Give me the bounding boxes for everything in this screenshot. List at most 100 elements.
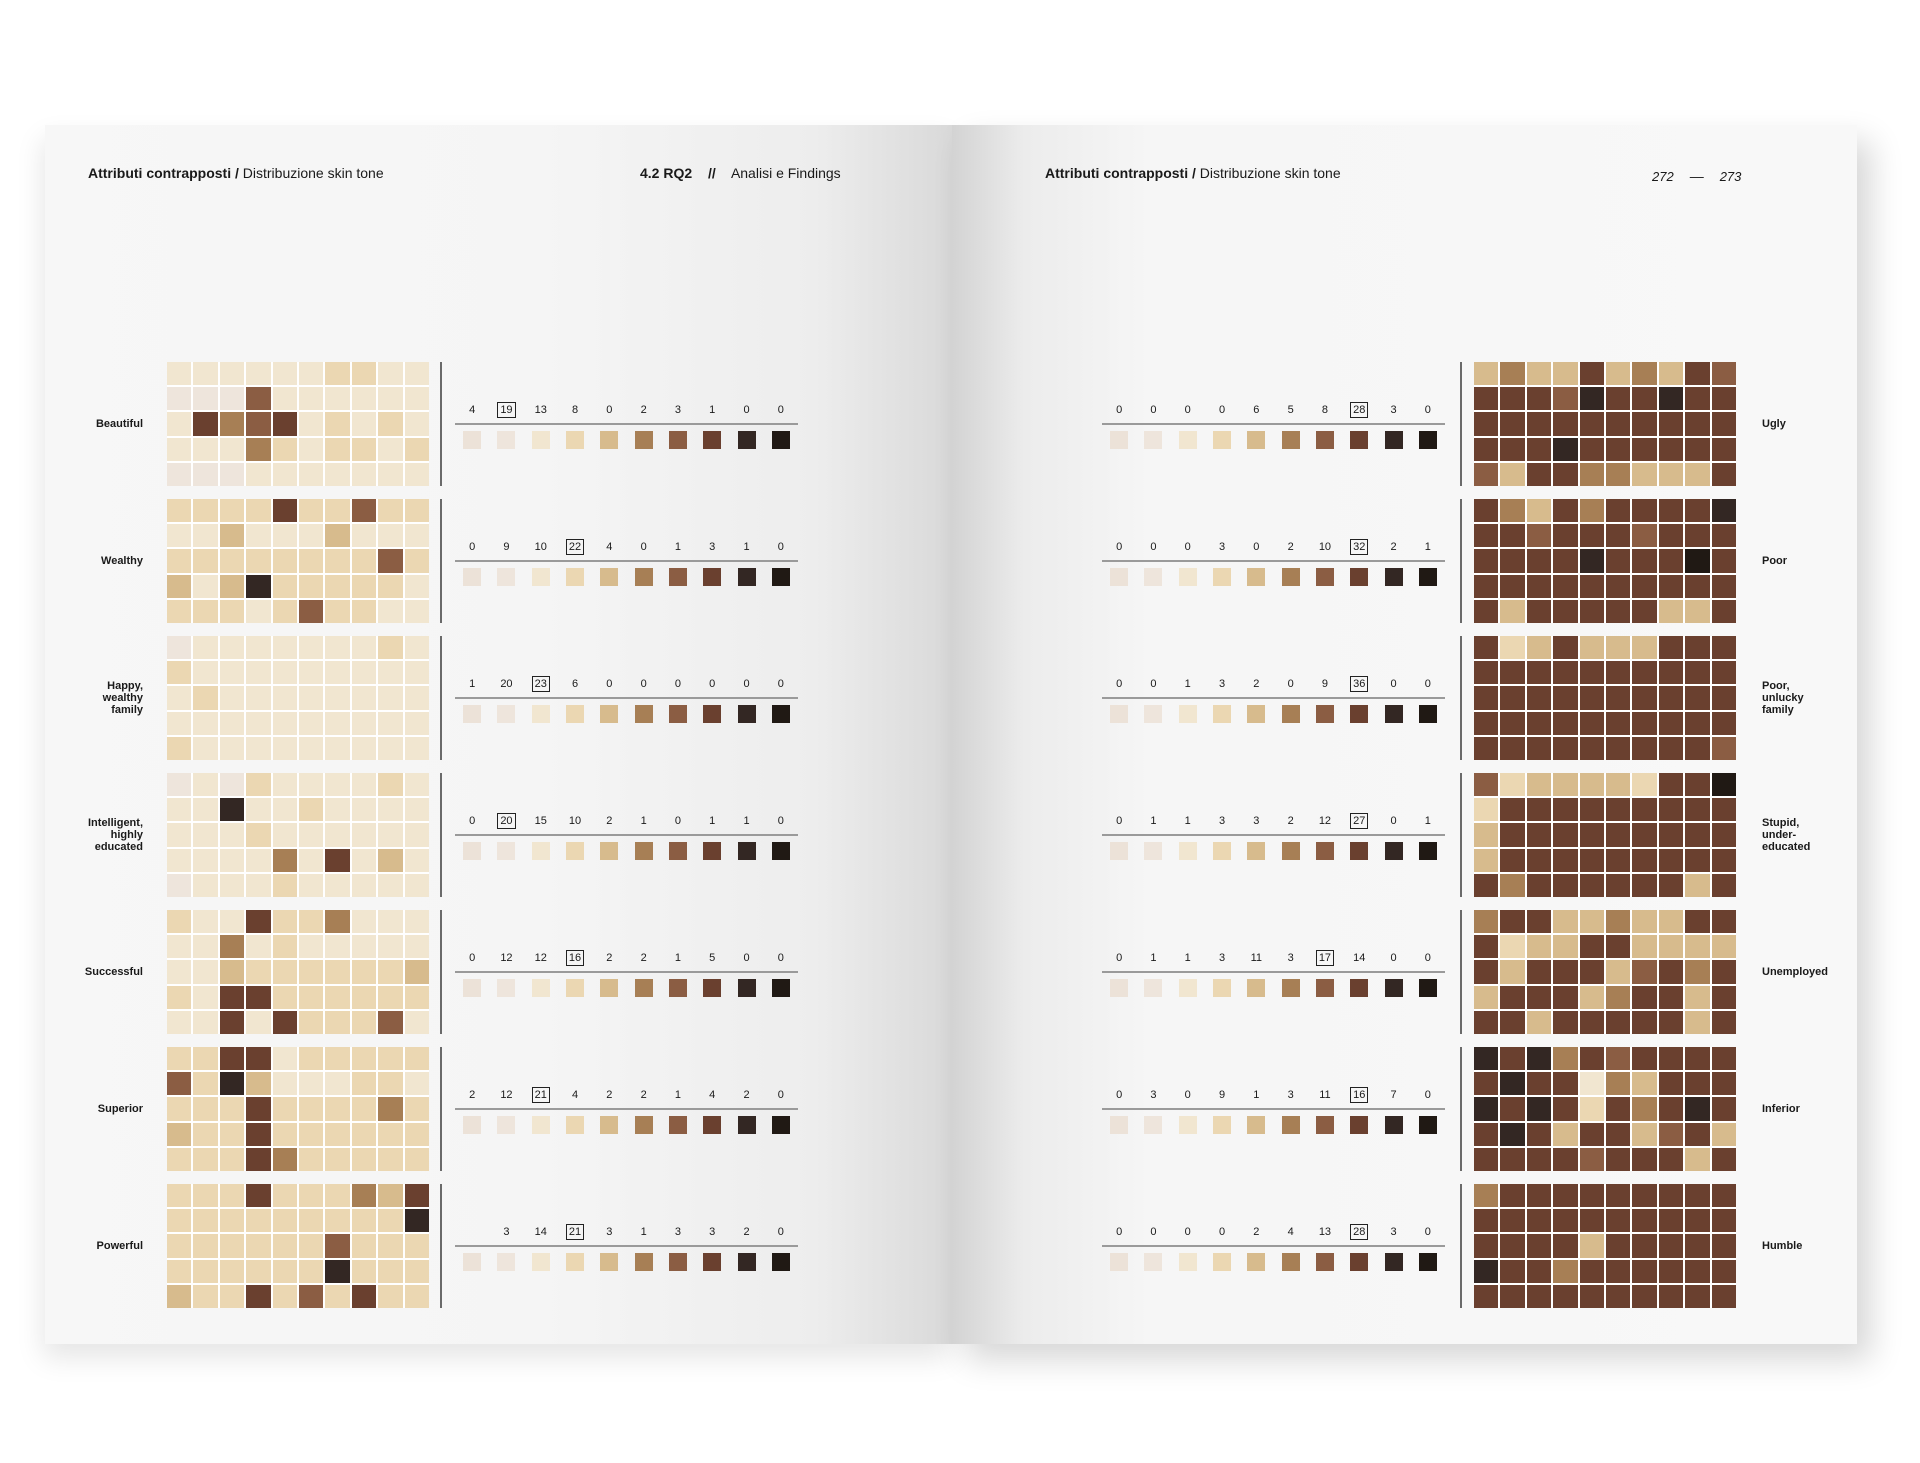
tone-swatch	[1384, 568, 1403, 586]
mosaic-cell	[1685, 711, 1710, 735]
tone-swatch	[1213, 431, 1232, 449]
mosaic-cell	[1474, 636, 1499, 660]
mosaic-cell	[1500, 462, 1525, 486]
mosaic-cell	[1553, 960, 1578, 984]
mosaic-cell	[378, 910, 403, 934]
mosaic-cell	[351, 873, 377, 897]
distribution-axis	[455, 1245, 798, 1247]
mosaic-cell	[404, 773, 429, 797]
mosaic-cell	[1474, 599, 1499, 623]
mosaic-cell	[1632, 711, 1657, 735]
mosaic-cell	[1474, 848, 1499, 872]
count-value: 0	[1424, 1089, 1431, 1101]
tone-swatch	[703, 431, 722, 449]
mosaic-cell	[1605, 549, 1631, 573]
attribute-row: Poor, unlucky family 0 0 1 3 2 0 9 36 0 0	[952, 636, 1857, 760]
mosaic-cell	[246, 1147, 271, 1171]
mosaic-cell	[1474, 387, 1499, 411]
divider-line	[1460, 362, 1462, 486]
mosaic-cell	[167, 1209, 192, 1233]
mosaic-cell	[378, 1259, 403, 1283]
mosaic-cell	[219, 599, 245, 623]
mosaic-cell	[1579, 848, 1604, 872]
count-value: 2	[743, 1226, 750, 1238]
mosaic-cell	[1605, 960, 1631, 984]
tone-swatch	[737, 979, 756, 997]
mosaic-cell	[1526, 773, 1552, 797]
count-row: 0 20 15 10 2 1 0 1 1 0	[455, 813, 798, 831]
mosaic-cell	[1526, 1259, 1552, 1283]
mosaic-cell	[298, 736, 324, 760]
mosaic-cell	[298, 798, 324, 822]
mosaic-cell	[325, 499, 350, 523]
tone-swatch	[531, 568, 550, 586]
mosaic-cell	[1553, 549, 1578, 573]
count-value: 1	[1253, 1089, 1260, 1101]
mosaic-cell	[1658, 736, 1684, 760]
count-value: 0	[1116, 678, 1123, 690]
mosaic-cell	[246, 1097, 271, 1121]
count-highlight: 32	[1350, 539, 1369, 555]
mosaic-cell	[298, 873, 324, 897]
tone-swatch	[703, 1253, 722, 1271]
count-value: 0	[1150, 404, 1157, 416]
mosaic-cell	[1632, 362, 1657, 386]
skin-tone-mosaic	[1474, 773, 1736, 897]
mosaic-cell	[193, 661, 218, 685]
mosaic-cell	[351, 960, 377, 984]
skin-tone-mosaic	[1474, 499, 1736, 623]
tone-swatch	[1315, 1253, 1334, 1271]
tone-swatch	[668, 1253, 687, 1271]
tone-swatch	[566, 705, 585, 723]
mosaic-cell	[351, 387, 377, 411]
mosaic-cell	[246, 462, 271, 486]
tone-swatch	[1418, 431, 1437, 449]
mosaic-cell	[1632, 798, 1657, 822]
mosaic-cell	[404, 1284, 429, 1308]
mosaic-cell	[1658, 1047, 1684, 1071]
mosaic-cell	[351, 985, 377, 1009]
distribution-axis	[455, 1108, 798, 1110]
mosaic-cell	[1553, 910, 1578, 934]
mosaic-cell	[167, 960, 192, 984]
count-value: 0	[640, 541, 647, 553]
mosaic-cell	[1685, 1047, 1710, 1071]
mosaic-cell	[351, 636, 377, 660]
tone-swatch	[1247, 1116, 1266, 1134]
mosaic-cell	[1711, 1122, 1736, 1146]
mosaic-cell	[193, 1072, 218, 1096]
skin-tone-mosaic	[1474, 1184, 1736, 1308]
tone-distribution: 3 14 21 3 1 3 3 2 0	[455, 1224, 798, 1274]
mosaic-cell	[246, 499, 271, 523]
swatch-row	[455, 1116, 798, 1134]
mosaic-cell	[1685, 437, 1710, 461]
mosaic-cell	[219, 910, 245, 934]
mosaic-cell	[193, 798, 218, 822]
mosaic-cell	[378, 736, 403, 760]
mosaic-cell	[167, 387, 192, 411]
tone-swatch	[1281, 842, 1300, 860]
mosaic-cell	[1500, 574, 1525, 598]
count-value: 3	[709, 1226, 716, 1238]
count-row: 0 9 10 22 4 0 1 3 1 0	[455, 539, 798, 557]
tone-swatch	[1213, 842, 1232, 860]
count-row: 0 0 0 0 2 4 13 28 3 0	[1102, 1224, 1445, 1242]
count-row: 0 12 12 16 2 2 1 5 0 0	[455, 950, 798, 968]
mosaic-cell	[193, 873, 218, 897]
mosaic-cell	[1579, 437, 1604, 461]
mosaic-cell	[1632, 549, 1657, 573]
mosaic-cell	[351, 1259, 377, 1283]
mosaic-cell	[1500, 910, 1525, 934]
mosaic-cell	[1474, 736, 1499, 760]
mosaic-cell	[325, 798, 350, 822]
mosaic-cell	[325, 736, 350, 760]
count-value: 0	[1116, 952, 1123, 964]
mosaic-cell	[404, 960, 429, 984]
tone-swatch	[1247, 1253, 1266, 1271]
mosaic-cell	[1632, 636, 1657, 660]
mosaic-cell	[246, 412, 271, 436]
mosaic-cell	[246, 736, 271, 760]
count-highlight: 21	[565, 1224, 585, 1240]
mosaic-cell	[193, 823, 218, 847]
mosaic-cell	[246, 773, 271, 797]
